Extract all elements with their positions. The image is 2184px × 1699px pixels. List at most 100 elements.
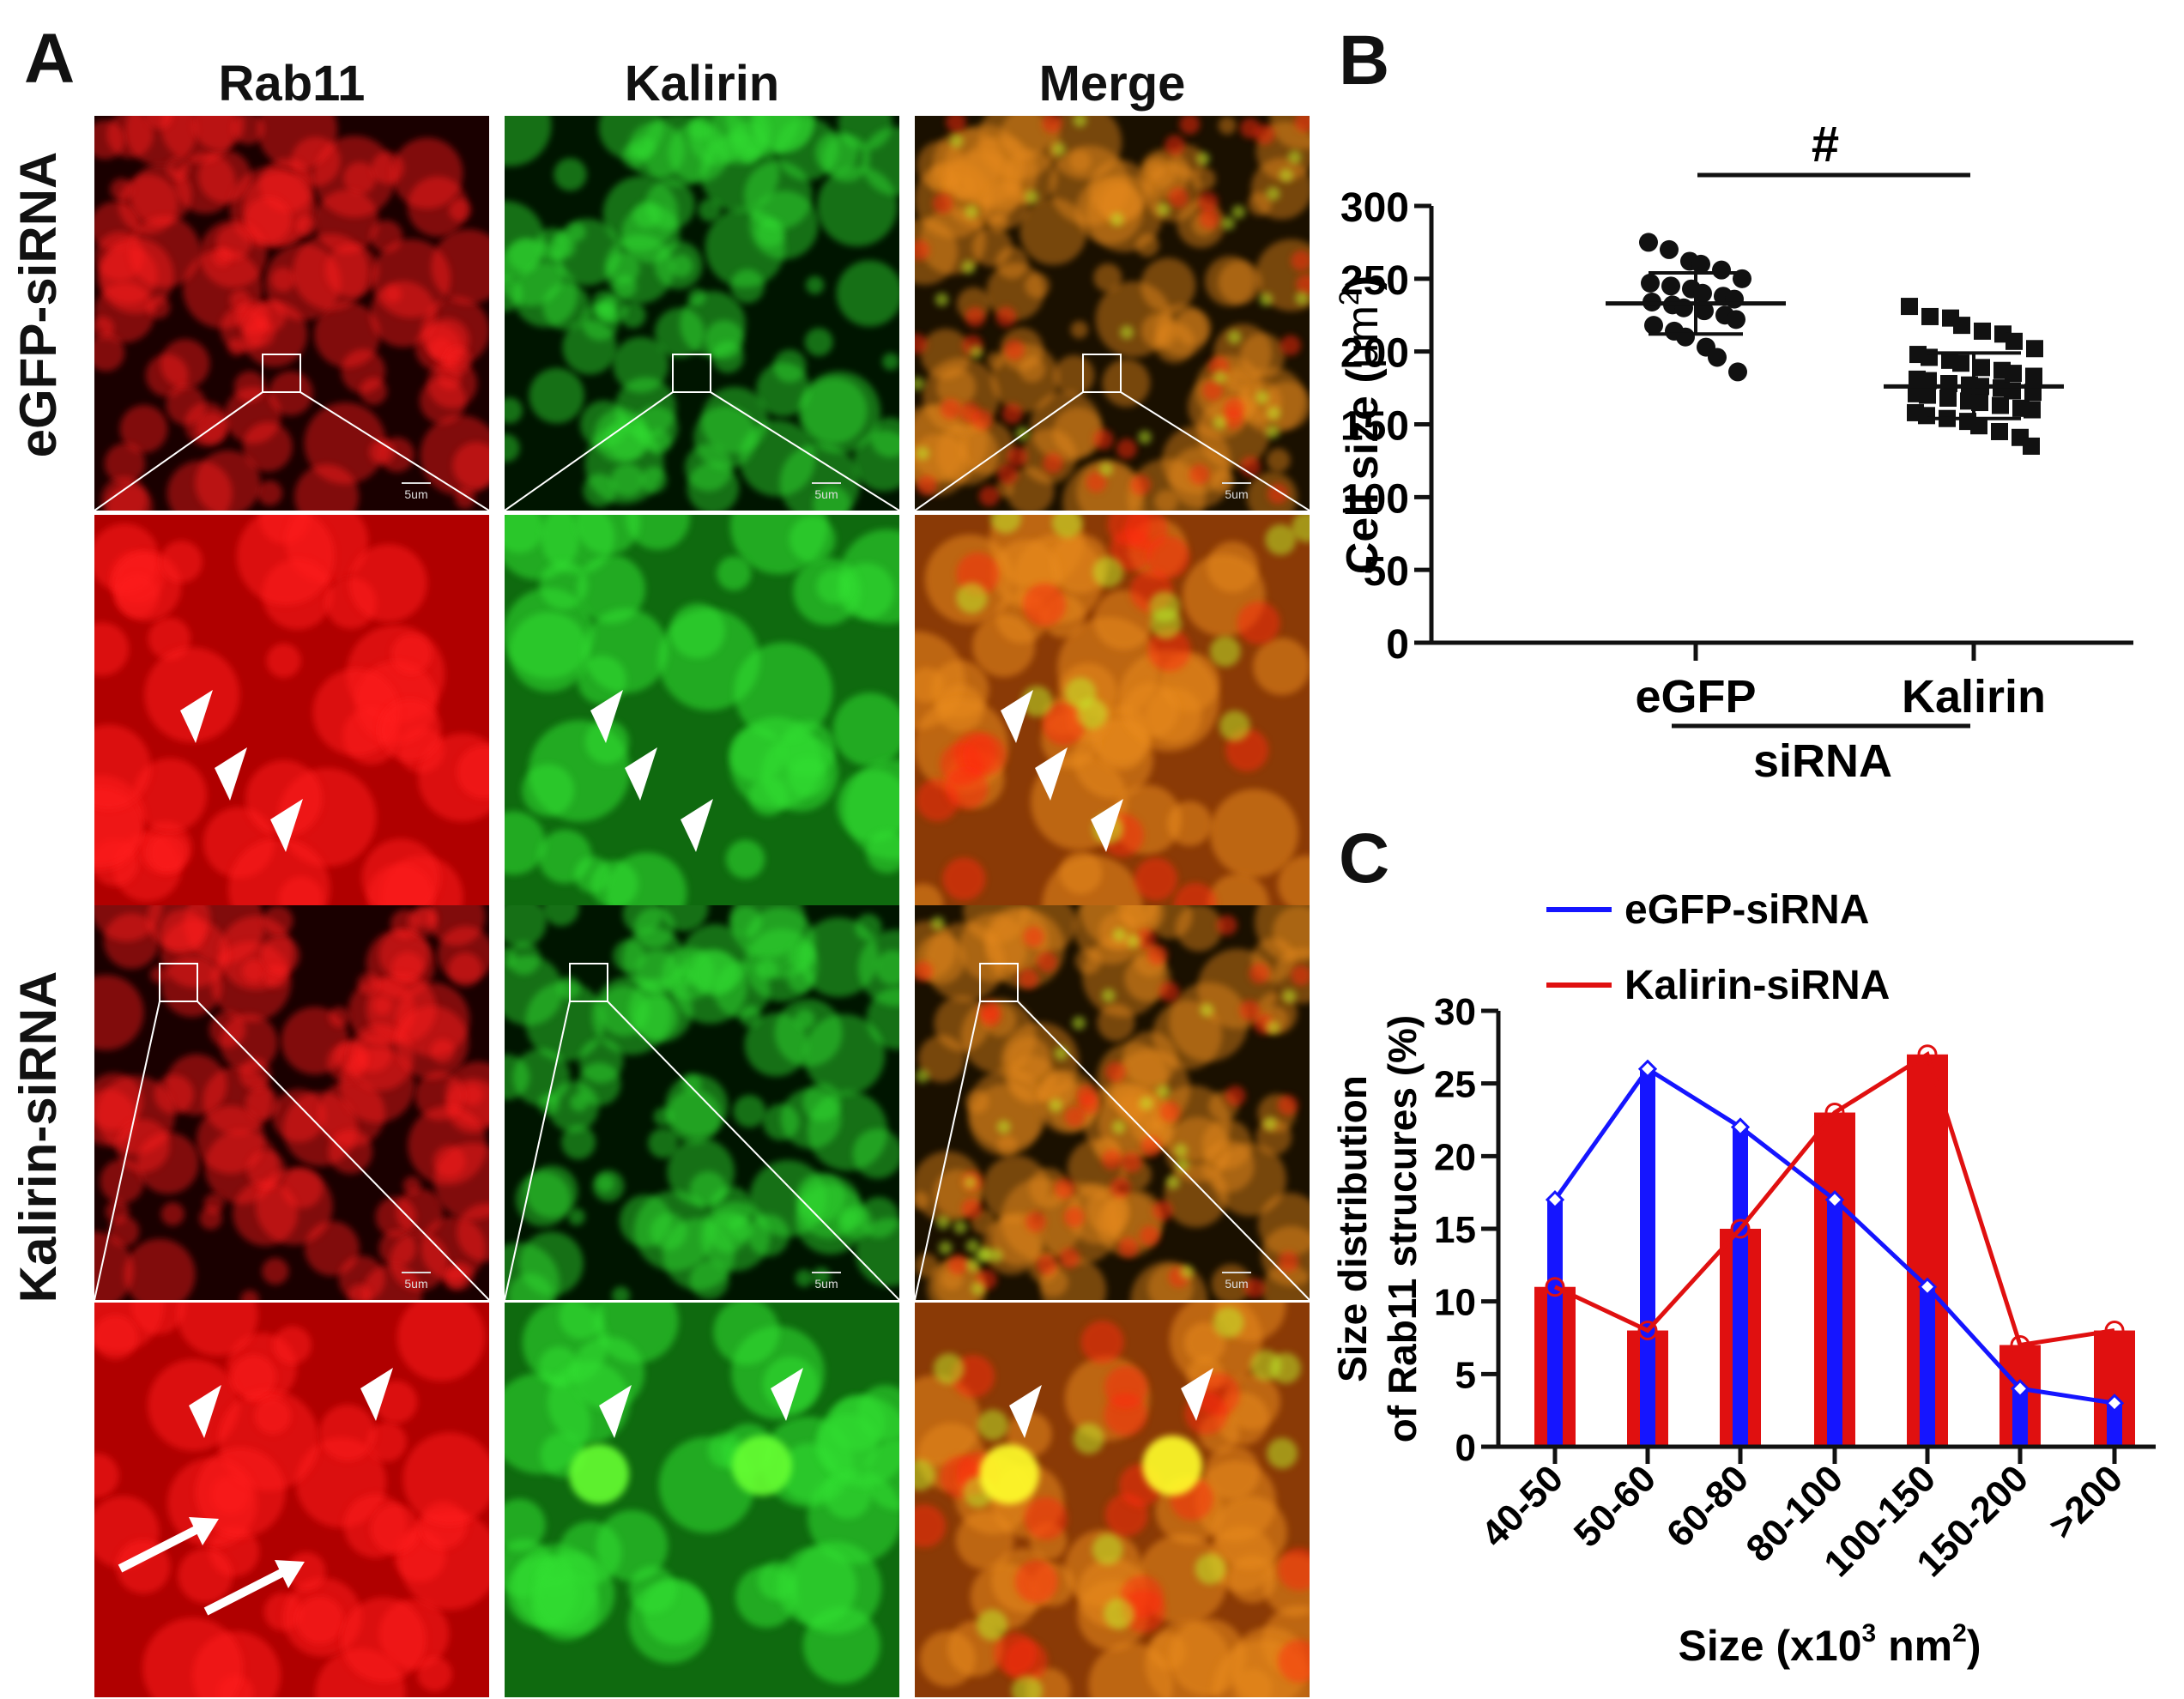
micrograph-image bbox=[505, 515, 899, 910]
scatter-axes bbox=[1429, 206, 2133, 645]
signal-blob bbox=[125, 116, 197, 166]
signal-blob bbox=[1248, 191, 1272, 216]
signal-blob bbox=[693, 406, 757, 469]
signal-blob bbox=[522, 764, 574, 817]
signal-blob bbox=[1074, 947, 1102, 975]
bar-egfp bbox=[1733, 1127, 1748, 1447]
signal-blob-red bbox=[1086, 471, 1107, 493]
signal-blob bbox=[734, 642, 833, 741]
scatter-point-egfp bbox=[1727, 310, 1745, 330]
signal-blob bbox=[505, 116, 552, 166]
signal-blob bbox=[959, 420, 1014, 475]
signal-blob bbox=[348, 543, 427, 622]
signal-blob bbox=[119, 405, 168, 453]
bar-egfp bbox=[1547, 1200, 1563, 1447]
scatter-point-kalirin bbox=[2023, 437, 2040, 455]
signal-blob bbox=[610, 463, 644, 497]
signal-blob-red bbox=[915, 239, 930, 261]
signal-blob bbox=[94, 724, 152, 810]
signal-blob bbox=[915, 883, 944, 910]
signal-blob bbox=[1205, 1445, 1260, 1500]
signal-blob bbox=[378, 698, 442, 762]
signal-blob-red bbox=[961, 1198, 983, 1219]
signal-blob bbox=[698, 198, 722, 222]
signal-blob-red bbox=[1110, 1176, 1131, 1198]
distribution-x-axis-label: Size (x103 nm2) bbox=[1679, 1619, 1981, 1670]
signal-blob-red bbox=[916, 475, 937, 496]
signal-blob-green bbox=[1209, 636, 1241, 668]
signal-blob-red bbox=[1104, 1365, 1148, 1409]
scatter-y-tick-label: 250 bbox=[1340, 258, 1409, 304]
signal-blob-green bbox=[933, 1353, 965, 1385]
signal-blob bbox=[596, 1174, 614, 1193]
signal-blob-red bbox=[1197, 191, 1219, 213]
signal-blob bbox=[399, 1509, 489, 1611]
marker-kalirin bbox=[2104, 1321, 2125, 1341]
signal-blob bbox=[1122, 905, 1165, 934]
signal-blob-red bbox=[1101, 1149, 1122, 1170]
signal-blob-red bbox=[1168, 187, 1189, 209]
signal-blob-red bbox=[915, 1504, 947, 1548]
signal-blob-red bbox=[1280, 335, 1301, 356]
signal-blob bbox=[1167, 801, 1213, 846]
signal-blob-green bbox=[1213, 370, 1227, 384]
signal-blob-green bbox=[1292, 515, 1310, 543]
signal-blob-green bbox=[915, 1460, 935, 1491]
signal-blob-green bbox=[935, 293, 949, 307]
signal-blob bbox=[795, 1269, 814, 1287]
signal-blob bbox=[813, 485, 851, 511]
signal-blob-green bbox=[990, 515, 1022, 534]
signal-blob bbox=[613, 336, 669, 393]
signal-blob bbox=[598, 116, 663, 160]
signal-blob bbox=[982, 181, 1030, 229]
signal-blob-red bbox=[1278, 1251, 1299, 1273]
signal-blob bbox=[756, 958, 778, 980]
signal-blob-green bbox=[1156, 203, 1171, 217]
zoom-guide-line bbox=[607, 1001, 899, 1300]
signal-blob bbox=[166, 157, 190, 180]
signal-blob bbox=[572, 1336, 644, 1410]
micrograph-image: 5um bbox=[94, 116, 489, 511]
zoom-guide-line bbox=[197, 1001, 489, 1300]
signal-blob bbox=[832, 692, 899, 766]
scatter-point-kalirin bbox=[1991, 422, 2008, 440]
signal-blob bbox=[818, 1395, 899, 1487]
signal-blob bbox=[574, 856, 611, 893]
distribution-y-tick-label: 15 bbox=[1434, 1209, 1476, 1251]
marker-kalirin bbox=[2010, 1334, 2030, 1355]
signal-blob-green bbox=[1196, 151, 1211, 166]
marker-egfp bbox=[1637, 1059, 1658, 1079]
distribution-x-tick-label: 40-50 bbox=[1473, 1457, 1571, 1555]
bar-egfp bbox=[1640, 1068, 1655, 1447]
micrograph-merge-kalirin-overview: 5um bbox=[915, 905, 1310, 1300]
marker-kalirin bbox=[1917, 1044, 1938, 1065]
signal-blob bbox=[177, 1303, 258, 1357]
signal-blob-red bbox=[1023, 926, 1044, 947]
signal-blob-red bbox=[1278, 1547, 1310, 1591]
signal-blob bbox=[360, 378, 388, 405]
signal-blob-green bbox=[1295, 291, 1310, 305]
signal-blob bbox=[729, 716, 822, 809]
signal-blob bbox=[801, 378, 868, 444]
zoom-guide-line bbox=[299, 391, 489, 511]
signal-blob bbox=[667, 1138, 735, 1206]
signal-blob-green bbox=[1179, 1265, 1194, 1279]
signal-blob bbox=[756, 218, 785, 247]
zoom-region-box bbox=[159, 963, 198, 1002]
signal-blob bbox=[402, 1176, 421, 1194]
signal-blob-red bbox=[1054, 1178, 1075, 1200]
signal-blob bbox=[199, 1206, 222, 1230]
signal-blob bbox=[1146, 160, 1165, 180]
signal-blob-red bbox=[942, 857, 986, 901]
signal-blob bbox=[1039, 1071, 1077, 1108]
panel-a-label: A bbox=[24, 20, 76, 98]
arrowhead-icon bbox=[1181, 1368, 1213, 1421]
signal-blob bbox=[857, 929, 899, 1007]
signal-blob bbox=[444, 346, 472, 374]
row-label-egfp-sirna: eGFP-siRNA bbox=[9, 151, 67, 458]
signal-blob bbox=[658, 1436, 755, 1533]
signal-blob bbox=[124, 1238, 196, 1300]
signal-blob bbox=[968, 1069, 1049, 1150]
bar-egfp bbox=[2012, 1388, 2028, 1447]
signal-blob-green bbox=[1073, 116, 1087, 128]
